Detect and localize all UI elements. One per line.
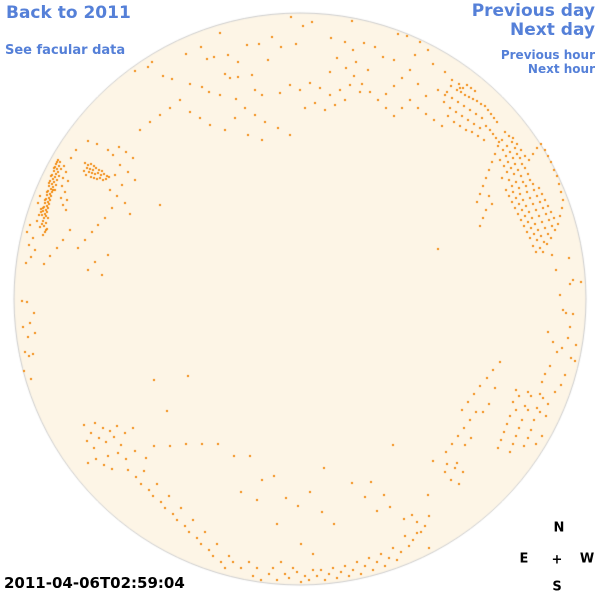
compass-west-label: W xyxy=(579,551,595,567)
compass-east-label: E xyxy=(519,551,529,567)
day-navigation: Previous day Next day xyxy=(472,2,595,40)
next-hour-link[interactable]: Next hour xyxy=(527,62,595,76)
previous-hour-link[interactable]: Previous hour xyxy=(500,48,595,62)
compass-center-cross: + xyxy=(551,552,563,568)
previous-day-link[interactable]: Previous day xyxy=(471,1,595,21)
next-day-link[interactable]: Next day xyxy=(510,20,595,40)
observation-timestamp: 2011-04-06T02:59:04 xyxy=(4,574,185,592)
back-to-year-link[interactable]: Back to 2011 xyxy=(6,3,131,23)
see-facular-data-link[interactable]: See facular data xyxy=(5,43,126,58)
compass-south-label: S xyxy=(552,579,562,595)
compass-north-label: N xyxy=(553,520,565,536)
hour-navigation: Previous hour Next hour xyxy=(501,48,595,76)
